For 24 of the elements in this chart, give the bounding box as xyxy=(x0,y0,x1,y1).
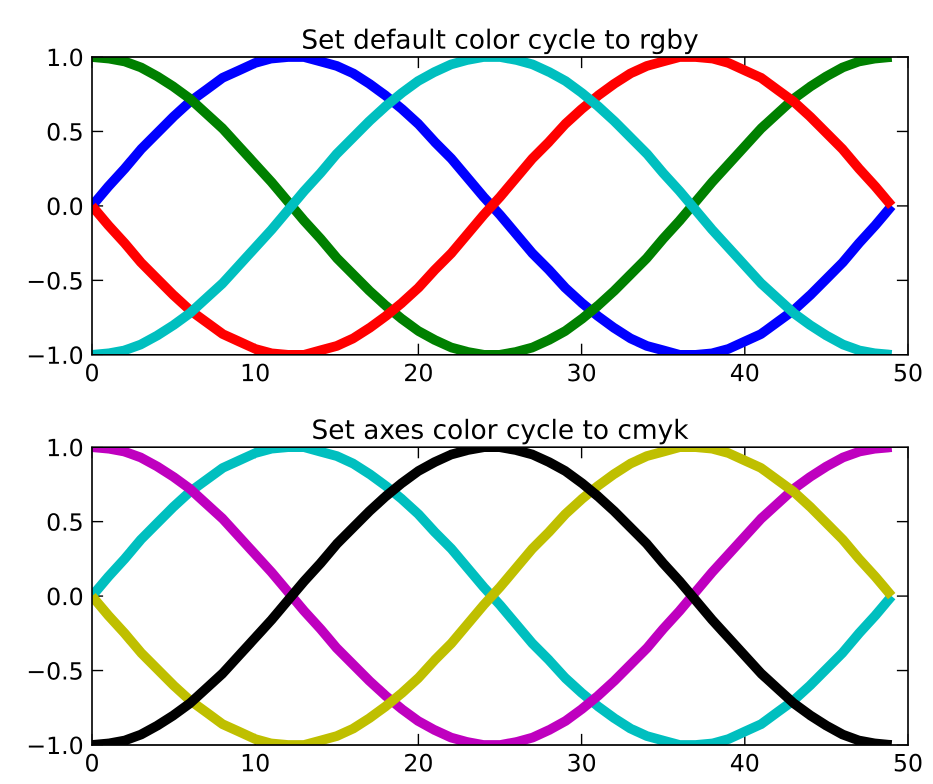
y-tick-label: −1.0 xyxy=(28,736,82,754)
x-tick-label: 50 xyxy=(894,364,922,382)
x-tick-label: 10 xyxy=(242,754,269,772)
y-tick-label: 0.0 xyxy=(48,197,82,216)
x-tick-label: 20 xyxy=(405,364,432,382)
x-tick-label: 0 xyxy=(86,754,98,772)
x-tick-label: 30 xyxy=(568,364,596,382)
y-tick-label: −1.0 xyxy=(28,346,82,364)
x-tick-label: 50 xyxy=(894,754,922,772)
x-tick-label: 10 xyxy=(242,364,269,382)
y-tick-label: 0.0 xyxy=(48,588,82,606)
y-tick-label: −0.5 xyxy=(28,662,82,680)
x-tick-label: 40 xyxy=(730,364,758,382)
chart-title: Set axes color cycle to cmyk xyxy=(313,418,688,444)
y-tick-label: 0.5 xyxy=(48,122,82,141)
chart-title: Set default color cycle to rgby xyxy=(303,28,698,54)
y-tick-label: −0.5 xyxy=(28,272,82,290)
x-tick-label: 0 xyxy=(86,364,98,382)
y-tick-label: 1.0 xyxy=(48,438,82,456)
y-tick-label: 1.0 xyxy=(48,48,82,66)
x-tick-label: 40 xyxy=(730,754,758,772)
x-tick-label: 20 xyxy=(405,754,432,772)
x-tick-label: 30 xyxy=(568,754,596,772)
y-tick-label: 0.5 xyxy=(48,513,82,531)
